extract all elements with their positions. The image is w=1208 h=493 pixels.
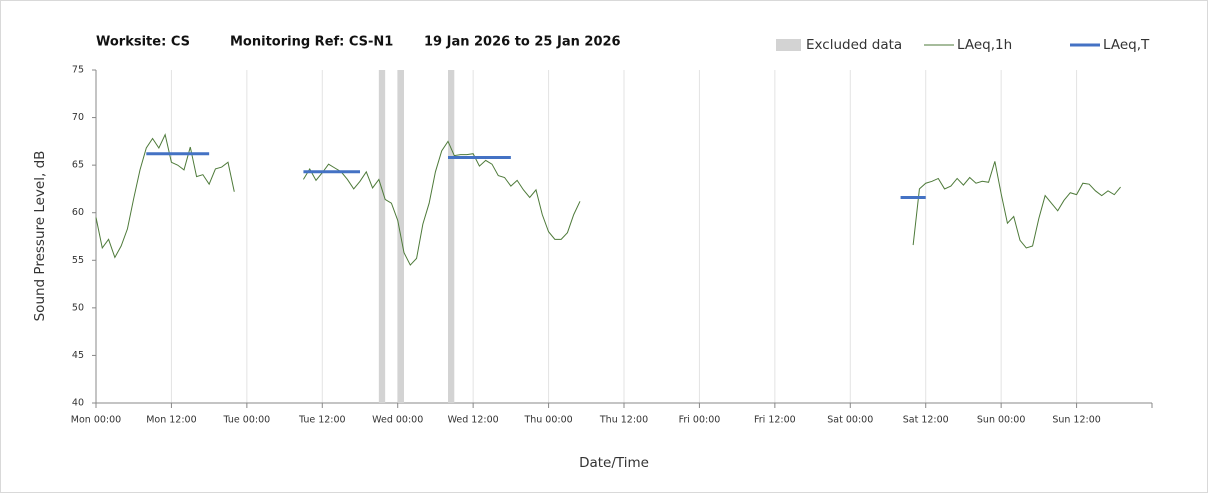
y-tick-label: 50 [72,302,84,313]
x-axis-label: Date/Time [579,455,649,471]
y-tick-label: 70 [72,112,84,123]
x-tick-label: Thu 12:00 [599,415,648,426]
y-axis-label: Sound Pressure Level, dB [32,151,48,322]
chart-title: 19 Jan 2026 to 25 Jan 2026 [424,35,621,50]
x-tick-label: Fri 12:00 [754,415,796,426]
legend-label: LAeq,1h [957,37,1012,53]
legend-label: Excluded data [806,37,902,53]
y-tick-label: 40 [72,398,84,409]
x-tick-label: Sun 00:00 [977,415,1025,426]
x-tick-label: Tue 12:00 [298,415,346,426]
excluded-band [378,70,386,403]
x-tick-label: Sun 12:00 [1052,415,1100,426]
series-line [95,133,1121,266]
excluded-band [448,70,455,403]
x-tick-label: Wed 00:00 [372,415,423,426]
x-tick-label: Tue 00:00 [223,415,271,426]
y-tick-label: 75 [72,65,84,76]
chart-title: Monitoring Ref: CS-N1 [230,35,393,50]
x-tick-label: Mon 00:00 [71,415,121,426]
x-tick-label: Thu 00:00 [523,415,572,426]
y-tick-label: 65 [72,160,84,171]
y-tick-label: 45 [72,350,84,361]
x-tick-label: Wed 12:00 [448,415,499,426]
x-tick-label: Sat 12:00 [903,415,949,426]
x-tick-label: Sat 00:00 [827,415,873,426]
chart-title: Worksite: CS [96,35,190,50]
x-tick-label: Fri 00:00 [679,415,721,426]
y-tick-label: 60 [72,207,84,218]
x-tick-label: Mon 12:00 [146,415,196,426]
legend-label: LAeq,T [1103,37,1150,53]
series-line [146,152,926,199]
y-tick-label: 55 [72,255,84,266]
legend-swatch [776,39,801,51]
